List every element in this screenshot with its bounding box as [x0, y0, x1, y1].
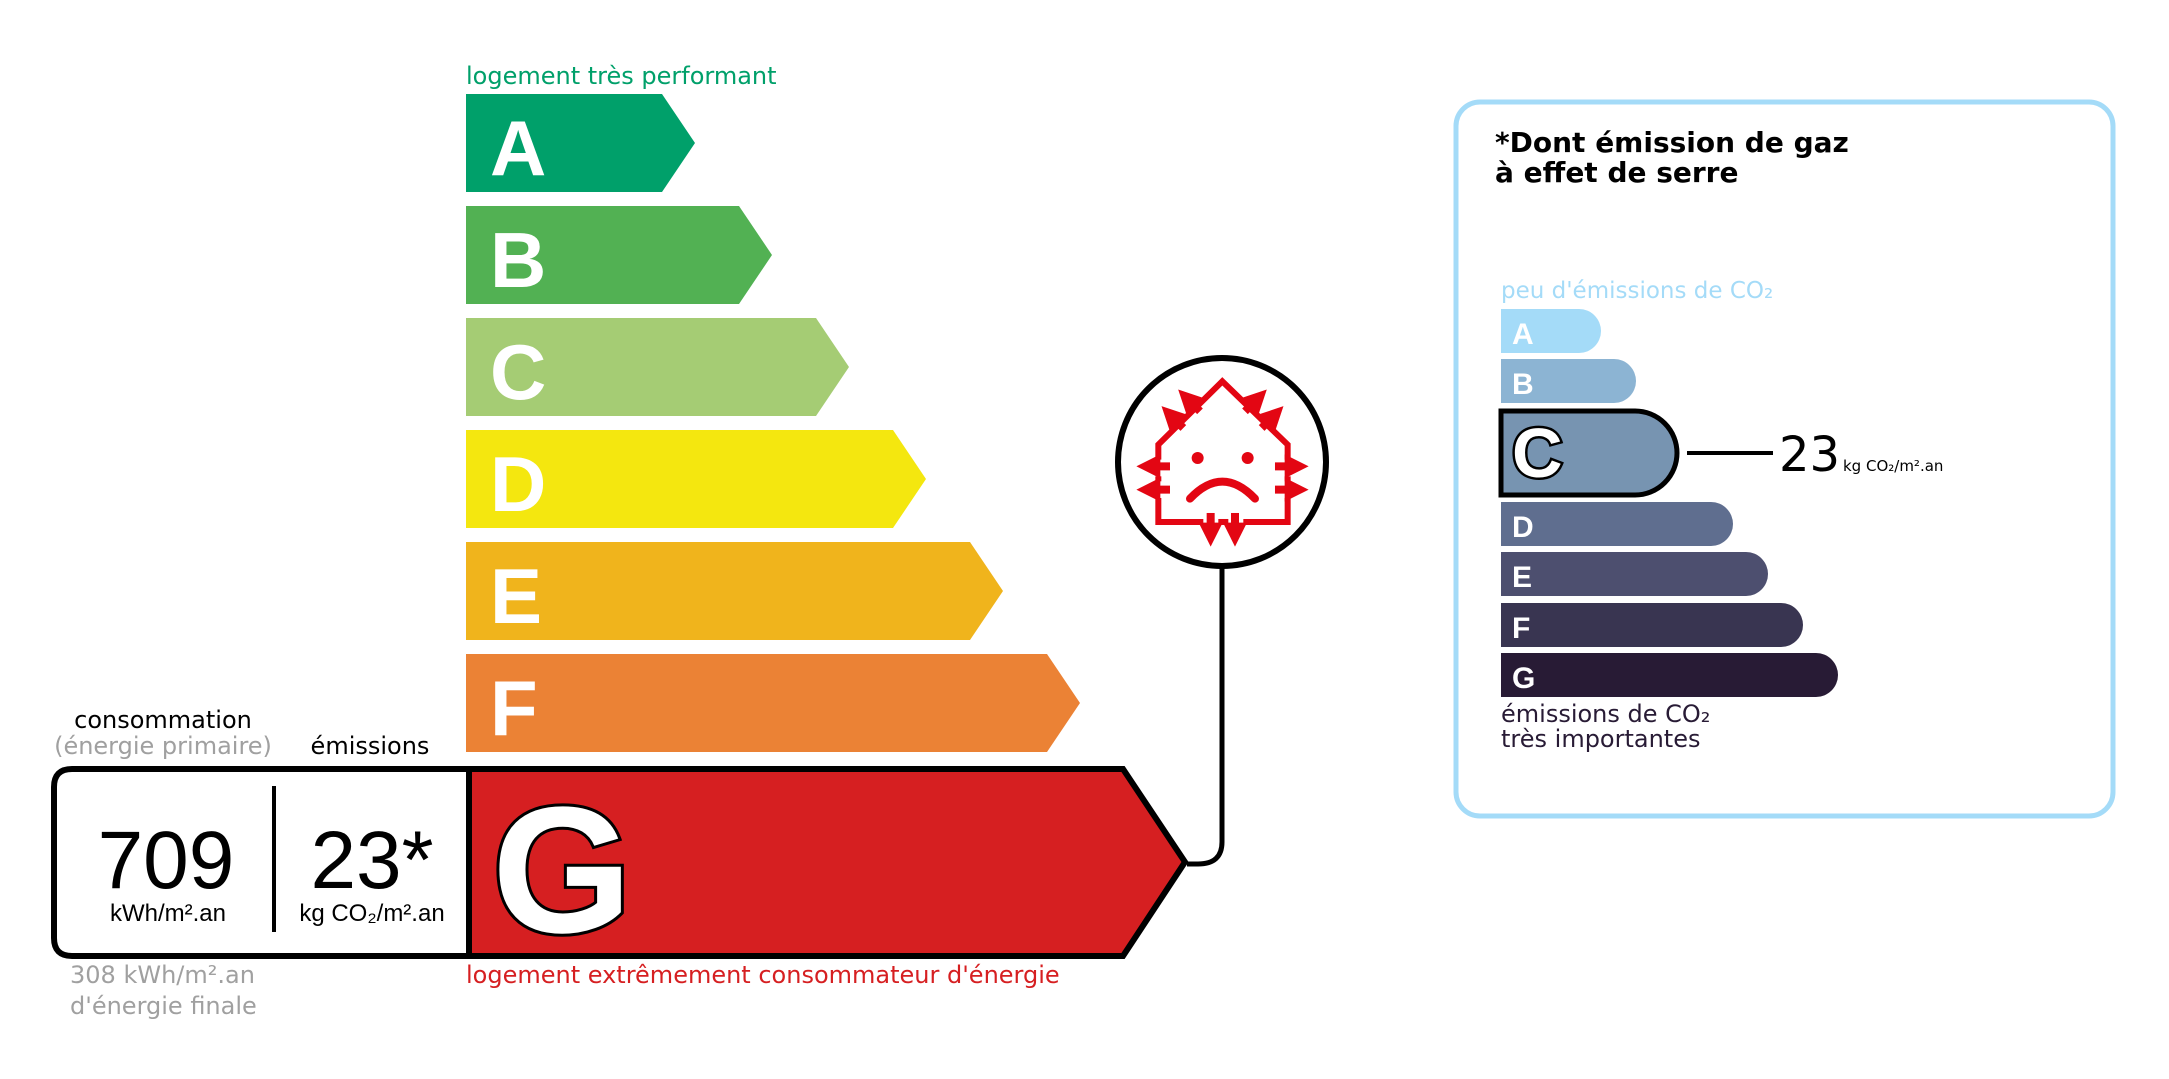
energy-class-a: A [466, 94, 695, 192]
ghg-top-label: peu d'émissions de CO₂ [1501, 278, 1773, 304]
house-heat-loss-sad-face-icon [1115, 355, 1329, 569]
ghg-bar [1501, 502, 1733, 546]
icon-connector [1187, 565, 1225, 867]
energy-bottom-label: logement extrêmement consommateur d'éner… [466, 961, 1060, 989]
ghg-bar [1501, 359, 1636, 403]
ghg-class-e: E [1501, 552, 1768, 596]
ghg-class-c: C [1498, 408, 1680, 498]
ghg-bottom-label-line1: émissions de CO₂ [1501, 700, 1710, 728]
energy-class-b: B [466, 206, 772, 304]
energy-class-d: D [466, 430, 926, 528]
energy-bar [466, 318, 849, 416]
ghg-title-line1: *Dont émission de gaz [1495, 126, 1849, 159]
ghg-bottom-label-line2: très importantes [1501, 725, 1701, 753]
ghg-bar [1501, 552, 1768, 596]
energy-bar [466, 542, 1003, 640]
consumption-value: 709 [98, 815, 235, 906]
values-box [51, 766, 472, 959]
emissions-header: émissions [311, 732, 430, 760]
energy-bar [466, 654, 1080, 752]
ghg-class-letter: B [1512, 368, 1534, 401]
energy-class-letter: E [490, 552, 542, 640]
energy-class-letter: F [490, 664, 538, 752]
consumption-unit: kWh/m².an [110, 900, 226, 927]
current-energy-letter: G [492, 770, 632, 971]
consumption-header: consommation [74, 706, 252, 734]
energy-class-letter: A [490, 104, 546, 192]
emissions-value: 23* [310, 815, 433, 906]
ghg-class-letter: E [1512, 561, 1532, 594]
ghg-class-d: D [1501, 502, 1733, 546]
ghg-class-letter: C [1512, 414, 1563, 492]
final-energy-line2: d'énergie finale [70, 992, 257, 1020]
ghg-class-letter: A [1512, 318, 1534, 351]
current-energy-box: G 709 kWh/m².an 23* kg CO₂/m².an [51, 766, 1189, 974]
energy-class-f: F [466, 654, 1080, 752]
ghg-class-b: B [1501, 359, 1636, 403]
ghg-class-letter: D [1512, 511, 1534, 544]
ghg-title-line2: à effet de serre [1495, 156, 1738, 189]
ghg-bar [1501, 603, 1803, 647]
ghg-class-g: G [1501, 653, 1838, 697]
ghg-unit: kg CO₂/m².an [1843, 457, 1943, 475]
consumption-subheader: (énergie primaire) [54, 732, 272, 760]
final-energy-line1: 308 kWh/m².an [70, 961, 255, 989]
energy-class-c: C [466, 318, 849, 416]
emissions-unit: kg CO₂/m².an [299, 900, 444, 927]
ghg-bar [1501, 309, 1601, 353]
ghg-class-f: F [1501, 603, 1803, 647]
ghg-value: 23 [1779, 427, 1840, 483]
energy-class-letter: D [490, 440, 546, 528]
energy-class-letter: B [490, 216, 546, 304]
ghg-bar [1498, 408, 1680, 498]
ghg-bar [1501, 653, 1838, 697]
energy-class-letter: C [490, 328, 546, 416]
energy-bar [466, 430, 926, 528]
energy-bar [466, 94, 695, 192]
ghg-class-a: A [1501, 309, 1601, 353]
ghg-class-letter: F [1512, 612, 1530, 645]
energy-class-e: E [466, 542, 1003, 640]
energy-bar [466, 206, 772, 304]
ghg-class-letter: G [1512, 662, 1535, 695]
energy-top-label: logement très performant [466, 62, 777, 90]
